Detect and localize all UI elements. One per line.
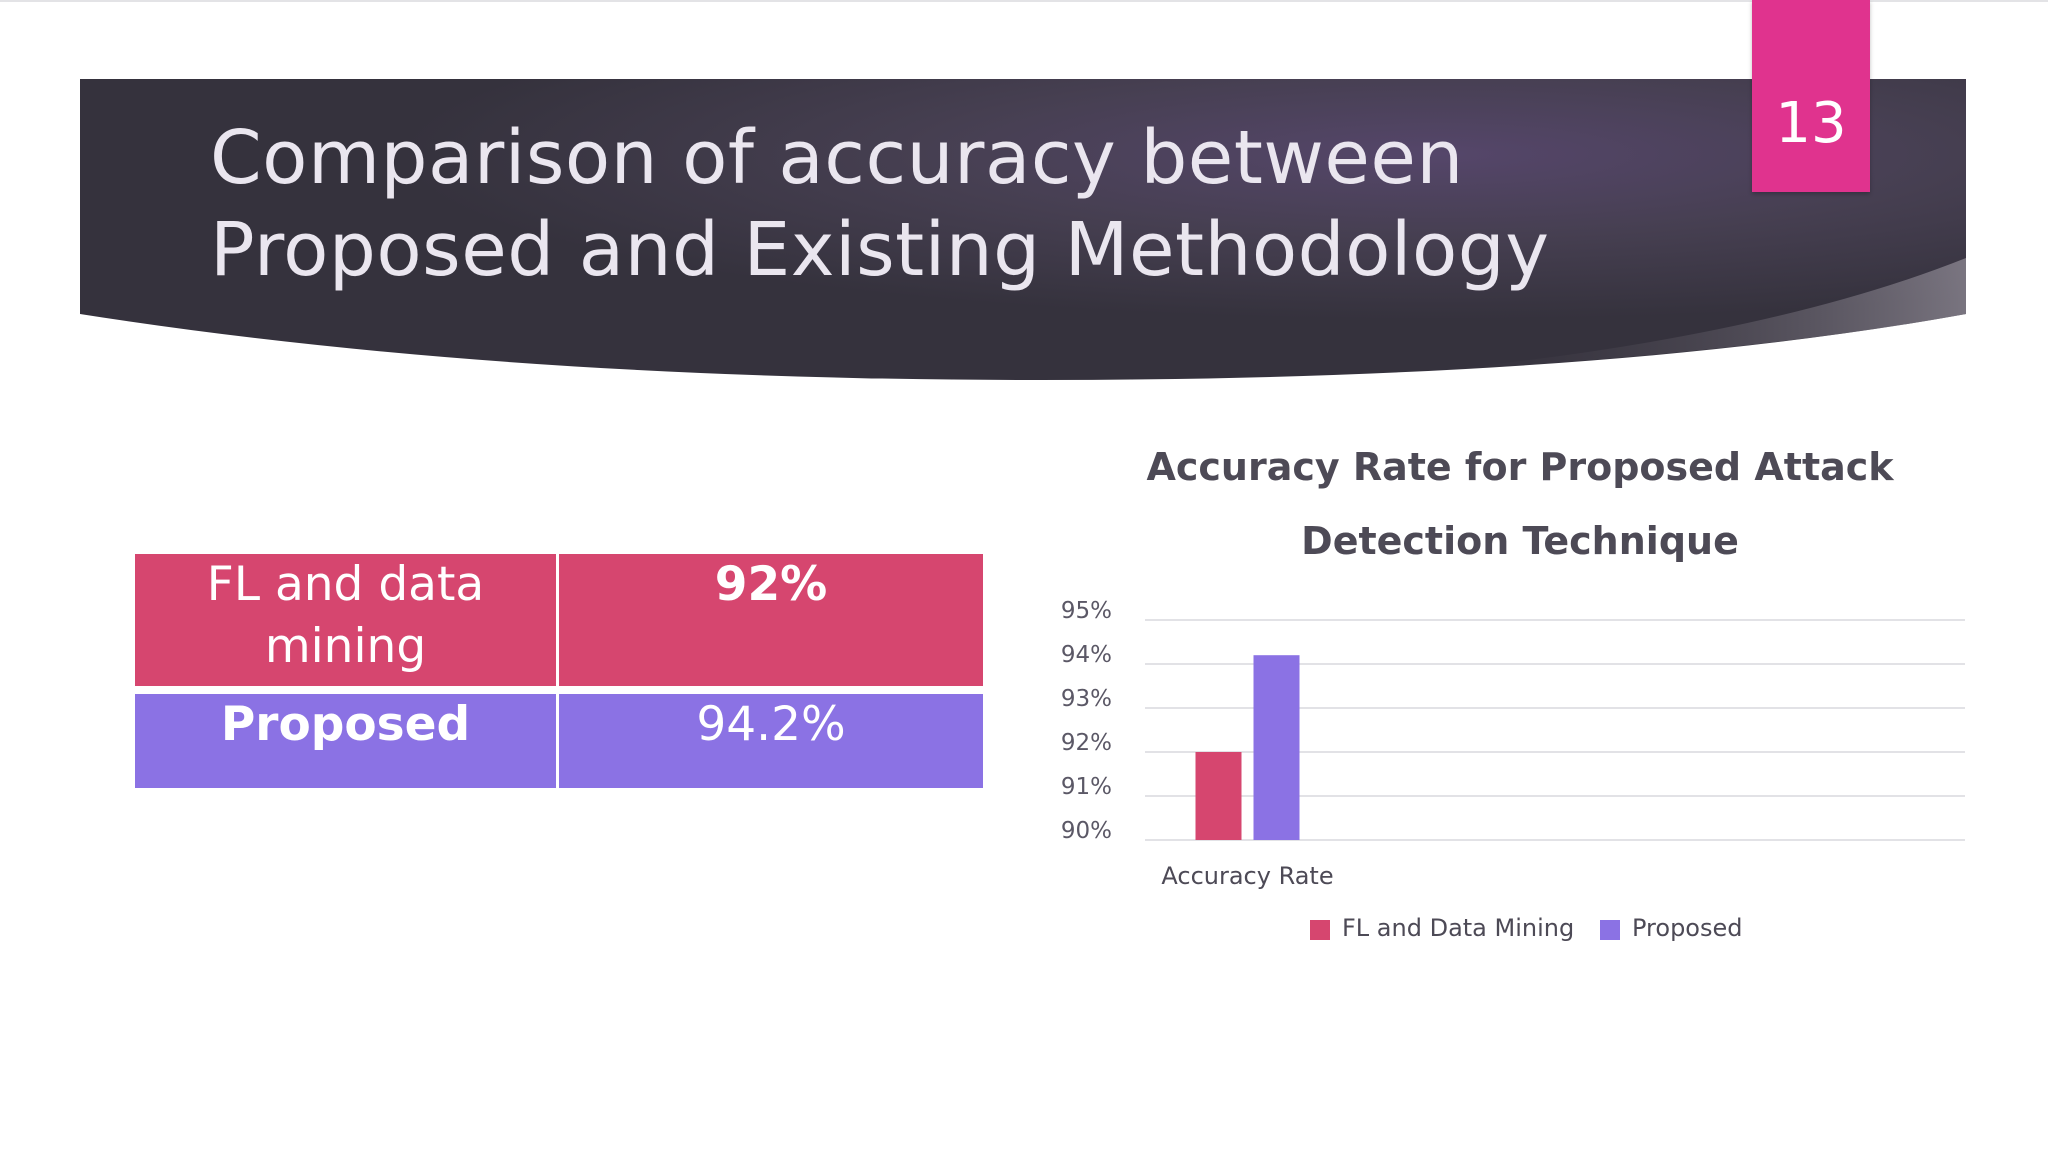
method-label-line1: FL and data: [206, 557, 485, 612]
y-tick-label: 90%: [1061, 818, 1112, 844]
page-number-badge: 13: [1752, 0, 1870, 192]
y-tick-label: 94%: [1061, 642, 1112, 668]
y-tick-label: 95%: [1061, 598, 1112, 624]
legend-label: Proposed: [1632, 914, 1743, 942]
chart-title-line1: Accuracy Rate for Proposed Attack: [1146, 445, 1894, 489]
value-cell-existing: 92%: [714, 557, 828, 612]
page-number: 13: [1775, 91, 1847, 156]
bar: [1253, 655, 1300, 840]
cell-divider: [556, 694, 559, 788]
legend-label: FL and Data Mining: [1342, 914, 1574, 942]
slide-title-line1: Comparison of accuracy between: [210, 115, 1464, 201]
table-row-existing: FL and data mining 92%: [135, 554, 983, 686]
method-cell-proposed: Proposed: [220, 697, 471, 752]
slide-title-line2: Proposed and Existing Methodology: [210, 207, 1550, 293]
legend-swatch: [1600, 920, 1620, 940]
top-border: [0, 0, 2048, 2]
y-tick-label: 91%: [1061, 774, 1112, 800]
x-category-label: Accuracy Rate: [1161, 862, 1333, 890]
table-row-proposed: Proposed 94.2%: [135, 694, 983, 788]
title-banner: [80, 79, 1966, 380]
method-cell-existing: FL and data mining: [135, 554, 556, 686]
value-cell-proposed: 94.2%: [696, 697, 846, 752]
chart-title: Accuracy Rate for Proposed Attack Detect…: [1100, 430, 1940, 578]
bar: [1195, 752, 1242, 840]
cell-divider: [556, 554, 559, 686]
accuracy-bar-chart: 90% 91% 92% 93% 94% 95% Accuracy Rate FL and Da…: [1061, 598, 1965, 942]
y-tick-label: 93%: [1061, 686, 1112, 712]
y-tick-label: 92%: [1061, 730, 1112, 756]
legend-swatch: [1310, 920, 1330, 940]
chart-title-line2: Detection Technique: [1301, 519, 1739, 563]
slide-title: Comparison of accuracy between Proposed …: [210, 112, 1710, 296]
method-label-line2: mining: [264, 619, 427, 674]
